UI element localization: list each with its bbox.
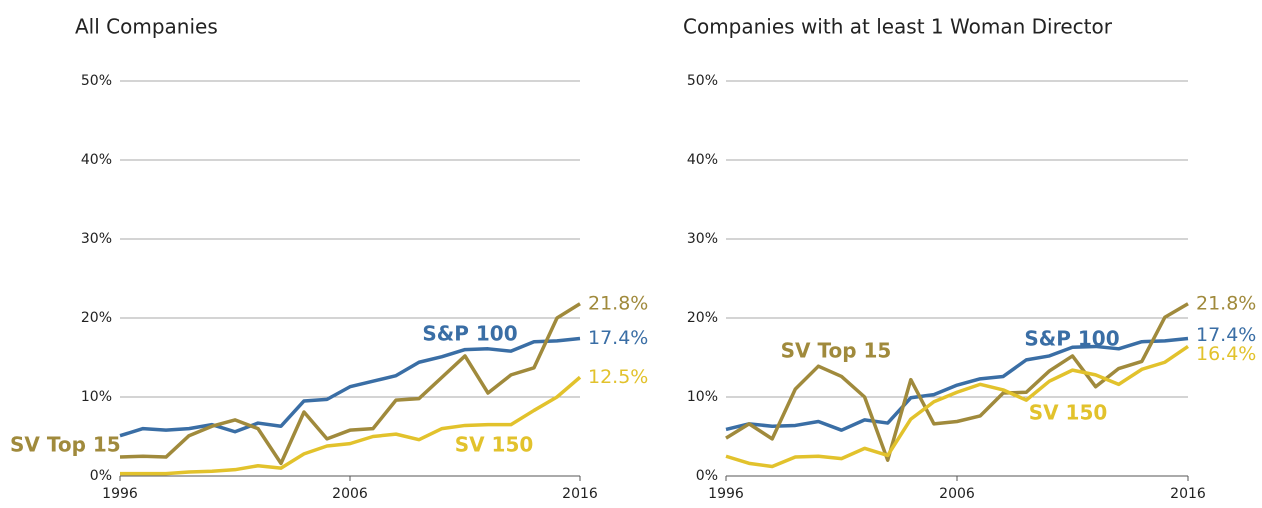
y-tick-label: 10%: [81, 389, 112, 405]
x-tick-label: 2016: [1170, 486, 1206, 502]
series-name: SV Top 15: [10, 433, 121, 457]
y-tick-label: 30%: [687, 231, 718, 247]
chart-title: All Companies: [75, 15, 218, 39]
y-tick-label: 50%: [687, 73, 718, 89]
series-name: SV 150: [455, 433, 534, 457]
series-name: SV 150: [1029, 401, 1108, 425]
end-label: 16.4%: [1196, 343, 1256, 365]
series-name: S&P 100: [1024, 327, 1119, 351]
series-line: [725, 302, 1189, 462]
y-tick-label: 20%: [687, 310, 718, 326]
chart-title: Companies with at least 1 Woman Director: [683, 15, 1113, 39]
x-tick-label: 1996: [102, 486, 138, 502]
y-tick-label: 50%: [81, 73, 112, 89]
y-tick-label: 40%: [81, 152, 112, 168]
end-label: 21.8%: [1196, 292, 1256, 314]
series-line: [120, 375, 582, 476]
end-label: 17.4%: [1196, 324, 1256, 346]
end-label: 17.4%: [588, 327, 648, 349]
y-tick-label: 40%: [687, 152, 718, 168]
y-tick-label: 0%: [696, 468, 718, 484]
series-line: [725, 336, 1189, 432]
series-name: SV Top 15: [781, 339, 892, 363]
end-label: 12.5%: [588, 366, 648, 388]
series-line: [119, 302, 581, 466]
end-label: 21.8%: [588, 292, 648, 314]
y-tick-label: 10%: [687, 389, 718, 405]
y-tick-label: 30%: [81, 231, 112, 247]
x-tick-label: 2016: [562, 486, 598, 502]
x-tick-label: 2006: [332, 486, 368, 502]
series-line: [119, 336, 581, 438]
y-tick-label: 20%: [81, 310, 112, 326]
y-tick-label: 0%: [90, 468, 112, 484]
series-line: [725, 344, 1189, 469]
series-name: S&P 100: [422, 322, 517, 346]
x-tick-label: 1996: [708, 486, 744, 502]
x-tick-label: 2006: [939, 486, 975, 502]
